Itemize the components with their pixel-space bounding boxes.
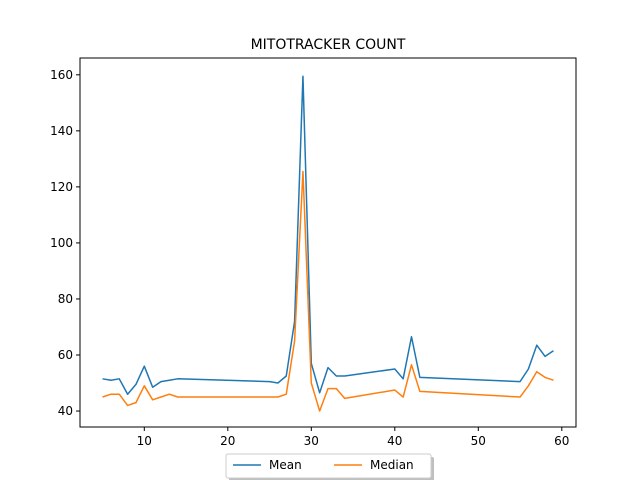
y-tick-label: 80: [58, 292, 73, 306]
x-tick-label: 10: [137, 434, 152, 448]
series-line-median: [102, 170, 554, 412]
x-tick-label: 20: [220, 434, 235, 448]
y-tick-label: 160: [50, 68, 73, 82]
x-tick-label: 40: [387, 434, 402, 448]
x-axis: 10 20 30 40 50 60: [137, 427, 569, 448]
y-tick-label: 120: [50, 180, 73, 194]
legend: Mean Median: [225, 453, 434, 480]
plot-frame: [79, 57, 577, 428]
y-tick-label: 60: [58, 348, 73, 362]
series-line-mean: [102, 75, 554, 395]
legend-box: [225, 453, 432, 479]
x-tick-label: 50: [471, 434, 486, 448]
series-layer: [102, 75, 554, 412]
chart-title: MITOTRACKER COUNT: [251, 37, 406, 53]
y-tick-label: 140: [50, 124, 73, 138]
y-tick-label: 100: [50, 236, 73, 250]
y-tick-label: 40: [58, 404, 73, 418]
legend-label-median: Median: [370, 458, 414, 472]
x-tick-label: 60: [554, 434, 569, 448]
legend-label-mean: Mean: [269, 458, 302, 472]
x-tick-label: 30: [304, 434, 319, 448]
plot-area: [79, 57, 577, 428]
y-axis: 40 60 80 100 120 140 160: [50, 68, 80, 418]
